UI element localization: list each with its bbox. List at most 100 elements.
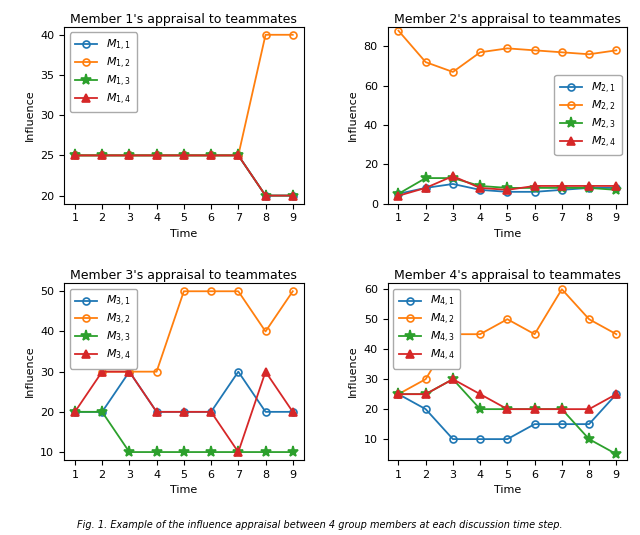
$M_{4, 3}$ (558, 406, 566, 412)
$M_{1, 1}$ (125, 152, 133, 158)
Line: $M_{1, 3}$: $M_{1, 3}$ (69, 150, 298, 201)
$M_{1, 3}$ (153, 152, 161, 158)
$M_{3, 3}$ (234, 449, 242, 455)
$M_{3, 3}$ (289, 449, 296, 455)
$M_{4, 3}$ (449, 376, 457, 383)
$M_{1, 3}$ (207, 152, 215, 158)
$M_{2, 1}$ (449, 181, 457, 187)
$M_{3, 3}$ (180, 449, 188, 455)
$M_{1, 4}$ (207, 152, 215, 158)
Title: Member 4's appraisal to teammates: Member 4's appraisal to teammates (394, 269, 621, 282)
$M_{1, 4}$ (289, 193, 296, 199)
Line: $M_{2, 4}$: $M_{2, 4}$ (394, 172, 620, 200)
$M_{2, 4}$ (504, 187, 511, 193)
$M_{4, 3}$ (531, 406, 538, 412)
$M_{3, 4}$ (180, 409, 188, 415)
$M_{1, 1}$ (99, 152, 106, 158)
$M_{2, 1}$ (504, 189, 511, 195)
$M_{4, 4}$ (476, 391, 484, 398)
$M_{1, 2}$ (289, 32, 296, 38)
$M_{4, 1}$ (449, 436, 457, 442)
$M_{4, 1}$ (531, 421, 538, 427)
Line: $M_{3, 1}$: $M_{3, 1}$ (72, 368, 296, 415)
$M_{3, 4}$ (71, 409, 79, 415)
Line: $M_{2, 3}$: $M_{2, 3}$ (393, 172, 622, 200)
$M_{2, 2}$ (476, 49, 484, 56)
$M_{1, 4}$ (234, 152, 242, 158)
$M_{2, 3}$ (612, 187, 620, 193)
$M_{1, 2}$ (180, 152, 188, 158)
$M_{3, 1}$ (234, 369, 242, 375)
$M_{2, 2}$ (422, 59, 429, 65)
$M_{2, 3}$ (504, 185, 511, 191)
$M_{3, 1}$ (153, 409, 161, 415)
Line: $M_{4, 4}$: $M_{4, 4}$ (394, 375, 620, 414)
$M_{1, 3}$ (71, 152, 79, 158)
$M_{1, 4}$ (180, 152, 188, 158)
$M_{3, 4}$ (99, 369, 106, 375)
$M_{4, 3}$ (612, 451, 620, 457)
$M_{4, 1}$ (558, 421, 566, 427)
$M_{2, 3}$ (422, 175, 429, 181)
$M_{3, 2}$ (71, 328, 79, 335)
$M_{1, 4}$ (71, 152, 79, 158)
$M_{3, 4}$ (207, 409, 215, 415)
$M_{3, 1}$ (99, 409, 106, 415)
$M_{3, 3}$ (71, 409, 79, 415)
$M_{2, 1}$ (395, 190, 403, 197)
$M_{2, 1}$ (558, 187, 566, 193)
Title: Member 3's appraisal to teammates: Member 3's appraisal to teammates (70, 269, 297, 282)
$M_{2, 3}$ (585, 185, 593, 191)
Line: $M_{2, 1}$: $M_{2, 1}$ (395, 180, 620, 197)
$M_{4, 2}$ (476, 331, 484, 338)
$M_{4, 4}$ (422, 391, 429, 398)
$M_{4, 4}$ (504, 406, 511, 412)
$M_{2, 4}$ (422, 185, 429, 191)
$M_{3, 1}$ (180, 409, 188, 415)
$M_{3, 2}$ (153, 369, 161, 375)
$M_{4, 3}$ (422, 391, 429, 398)
Line: $M_{3, 4}$: $M_{3, 4}$ (71, 368, 297, 456)
X-axis label: Time: Time (493, 485, 521, 495)
$M_{3, 3}$ (207, 449, 215, 455)
$M_{3, 3}$ (99, 409, 106, 415)
Line: $M_{3, 2}$: $M_{3, 2}$ (72, 288, 296, 375)
$M_{4, 2}$ (585, 316, 593, 323)
$M_{1, 3}$ (234, 152, 242, 158)
Line: $M_{1, 1}$: $M_{1, 1}$ (72, 152, 296, 199)
$M_{1, 4}$ (262, 193, 269, 199)
$M_{4, 3}$ (585, 436, 593, 442)
$M_{2, 3}$ (531, 185, 538, 191)
$M_{4, 4}$ (531, 406, 538, 412)
$M_{3, 3}$ (262, 449, 269, 455)
Y-axis label: Influence: Influence (348, 346, 358, 398)
$M_{2, 4}$ (558, 183, 566, 189)
$M_{4, 2}$ (558, 286, 566, 293)
Y-axis label: Influence: Influence (24, 89, 35, 141)
$M_{1, 1}$ (207, 152, 215, 158)
Line: $M_{2, 2}$: $M_{2, 2}$ (395, 27, 620, 75)
$M_{2, 1}$ (476, 187, 484, 193)
$M_{1, 1}$ (289, 193, 296, 199)
$M_{1, 2}$ (99, 152, 106, 158)
$M_{1, 2}$ (125, 152, 133, 158)
$M_{2, 2}$ (585, 51, 593, 57)
$M_{3, 3}$ (125, 449, 133, 455)
Y-axis label: Influence: Influence (24, 346, 35, 398)
$M_{2, 3}$ (558, 185, 566, 191)
$M_{4, 3}$ (476, 406, 484, 412)
$M_{4, 2}$ (395, 391, 403, 398)
$M_{2, 3}$ (476, 183, 484, 189)
$M_{3, 1}$ (262, 409, 269, 415)
$M_{4, 2}$ (531, 331, 538, 338)
$M_{2, 2}$ (531, 47, 538, 54)
$M_{1, 4}$ (153, 152, 161, 158)
$M_{1, 3}$ (289, 193, 296, 199)
$M_{3, 4}$ (234, 449, 242, 455)
$M_{3, 4}$ (289, 409, 296, 415)
$M_{2, 2}$ (395, 27, 403, 34)
$M_{2, 1}$ (585, 185, 593, 191)
$M_{2, 2}$ (558, 49, 566, 56)
$M_{3, 4}$ (153, 409, 161, 415)
Legend: $M_{4, 1}$, $M_{4, 2}$, $M_{4, 3}$, $M_{4, 4}$: $M_{4, 1}$, $M_{4, 2}$, $M_{4, 3}$, $M_{… (393, 289, 460, 369)
